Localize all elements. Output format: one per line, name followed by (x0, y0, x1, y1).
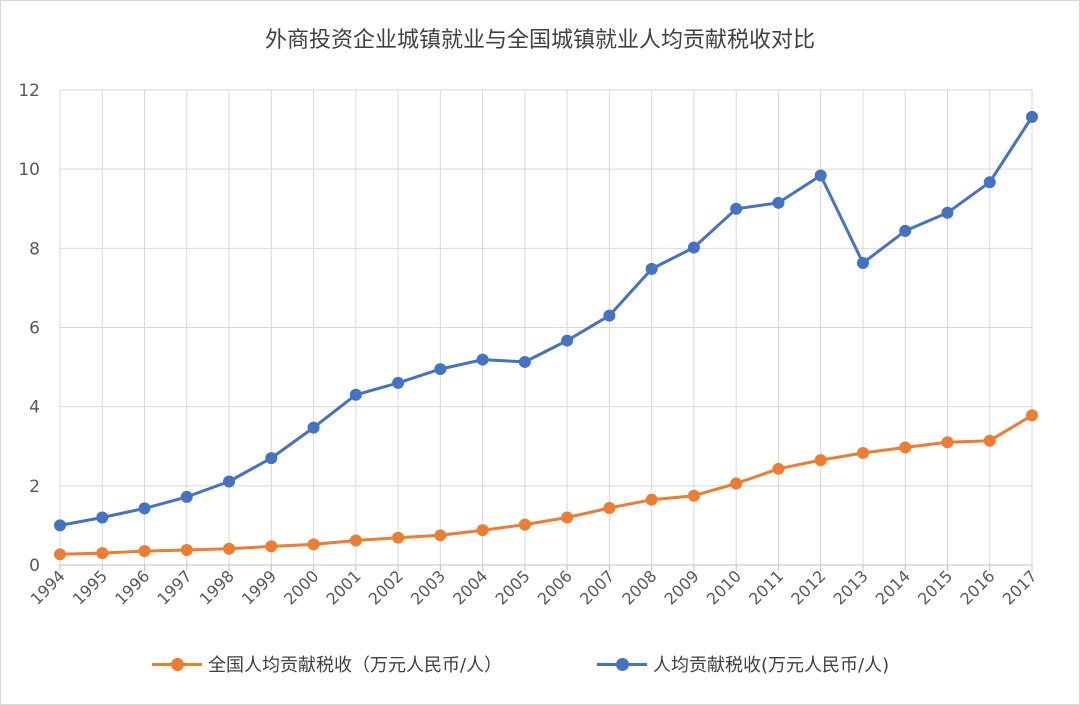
series-group (54, 110, 1038, 561)
data-point (687, 489, 700, 502)
data-point (645, 493, 658, 506)
data-point (180, 490, 193, 503)
x-tick-label: 1998 (196, 566, 238, 608)
data-point (645, 262, 658, 275)
x-tick-label: 2004 (449, 566, 491, 608)
y-tick-label: 10 (18, 160, 40, 180)
x-tick-label: 1995 (69, 566, 111, 608)
x-tick-label: 1996 (111, 566, 153, 608)
series-line-1 (59, 116, 1034, 527)
x-tick-label: 2008 (618, 566, 660, 608)
data-point (265, 452, 278, 465)
data-point (603, 309, 616, 322)
data-point (1026, 110, 1038, 123)
data-point (1026, 409, 1038, 422)
x-axis-ticks: 1994 1995 1996 1997 1998 1999 2000 2001 2002 2003… (27, 566, 1041, 608)
data-point (772, 196, 785, 209)
y-tick-label: 2 (29, 477, 40, 497)
data-point (138, 502, 151, 515)
x-tick-label: 2015 (914, 566, 956, 608)
data-point (856, 446, 869, 459)
y-tick-label: 6 (29, 319, 40, 339)
data-point (434, 363, 447, 376)
x-tick-label: 2016 (956, 566, 998, 608)
data-point (307, 538, 320, 551)
legend: 全国人均贡献税收（万元人民币/人） 人均贡献税收(万元人民币/人) (0, 652, 1080, 676)
data-point (941, 206, 954, 219)
data-point (476, 524, 489, 537)
x-tick-label: 2009 (661, 566, 703, 608)
data-point (983, 434, 996, 447)
data-point (138, 545, 151, 558)
data-point (518, 518, 531, 531)
x-tick-label: 1999 (238, 566, 280, 608)
legend-label: 全国人均贡献税收（万元人民币/人） (208, 655, 503, 676)
y-axis-ticks: 0 2 4 6 8 10 12 (18, 81, 40, 576)
data-point (983, 176, 996, 189)
data-point (54, 519, 66, 532)
legend-swatch-blue (597, 652, 647, 676)
data-point (265, 540, 278, 553)
legend-item-fdi[interactable]: 人均贡献税收(万元人民币/人) (597, 652, 889, 676)
data-point (603, 502, 616, 514)
x-tick-label: 1997 (153, 566, 195, 608)
data-point (687, 241, 700, 254)
x-tick-label: 2012 (787, 566, 829, 608)
x-tick-label: 2013 (830, 566, 872, 608)
series-line-0 (59, 414, 1033, 556)
data-point (307, 421, 320, 434)
x-tick-label: 2002 (365, 566, 407, 608)
y-tick-label: 0 (29, 556, 40, 576)
data-point (561, 511, 574, 524)
x-tick-label: 2001 (322, 566, 364, 608)
data-point (856, 256, 869, 269)
data-point (899, 441, 912, 454)
chart-title: 外商投资企业城镇就业与全国城镇就业人均贡献税收对比 (264, 28, 815, 53)
data-point (899, 224, 912, 237)
data-point (54, 548, 66, 561)
data-point (772, 462, 785, 475)
legend-item-national[interactable]: 全国人均贡献税收（万元人民币/人） (152, 652, 502, 676)
data-point (476, 353, 489, 366)
data-point (96, 547, 109, 560)
x-tick-label: 2000 (280, 566, 322, 608)
data-point (223, 475, 236, 488)
data-point (392, 376, 405, 389)
gridlines (59, 89, 1033, 571)
data-point (814, 454, 827, 467)
legend-swatch-orange (152, 652, 202, 676)
x-tick-label: 2007 (576, 566, 618, 608)
x-tick-label: 2005 (491, 566, 533, 608)
data-point (561, 334, 574, 347)
x-tick-label: 2010 (703, 566, 745, 608)
x-tick-label: 2003 (407, 566, 449, 608)
data-point (941, 436, 954, 449)
x-tick-label: 2006 (534, 566, 576, 608)
data-point (349, 534, 362, 547)
data-point (434, 529, 447, 542)
data-point (96, 511, 109, 524)
data-point (223, 542, 236, 555)
data-point (349, 388, 362, 401)
data-point (180, 543, 193, 556)
y-tick-label: 4 (29, 398, 40, 418)
data-point (392, 531, 405, 544)
x-tick-label: 2017 (999, 566, 1041, 608)
x-tick-label: 2014 (872, 566, 914, 608)
data-point (518, 355, 531, 368)
data-point (730, 477, 743, 490)
legend-label: 人均贡献税收(万元人民币/人) (653, 655, 890, 676)
y-tick-label: 12 (18, 81, 40, 101)
y-tick-label: 8 (29, 239, 40, 259)
x-tick-label: 2011 (745, 566, 787, 608)
data-point (730, 202, 743, 215)
data-point (814, 169, 827, 182)
